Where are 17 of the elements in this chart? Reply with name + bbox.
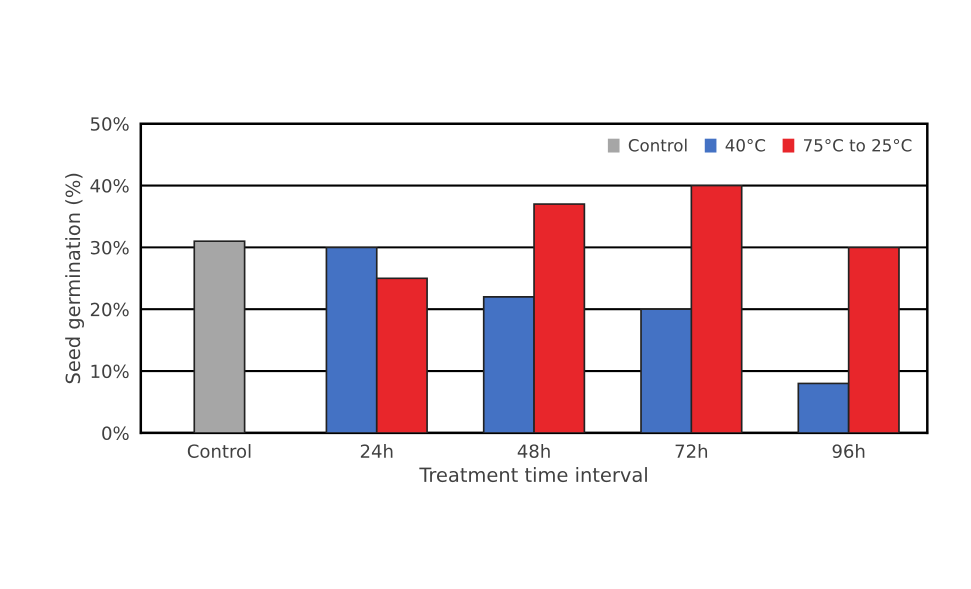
legend-label: 75°C to 25°C: [804, 138, 912, 152]
y-axis-title: Seed germination (%): [65, 174, 84, 384]
x-tick-label: 48h: [518, 444, 550, 458]
x-tick-label: 96h: [832, 444, 864, 458]
x-axis-title: Treatment time interval: [419, 467, 647, 482]
x-tick-label: 24h: [360, 444, 392, 458]
y-tick-label: 0%: [102, 426, 129, 440]
x-tick-label: 72h: [676, 444, 708, 458]
y-tick-label: 50%: [90, 117, 129, 131]
y-tick-label: 10%: [92, 364, 129, 378]
y-tick-label: 40%: [90, 178, 129, 193]
x-tick-label: Control: [188, 444, 250, 458]
legend-label: 40°C: [726, 138, 766, 152]
y-tick-label: 30%: [90, 240, 129, 254]
y-tick-label: 20%: [90, 302, 129, 316]
legend-label: Control: [628, 138, 687, 152]
bar: [193, 240, 246, 433]
